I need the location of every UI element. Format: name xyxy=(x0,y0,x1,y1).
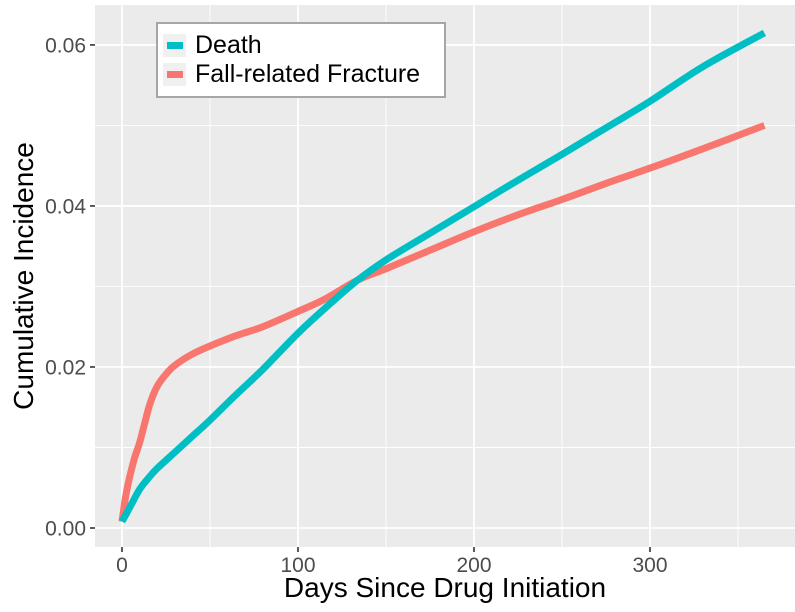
legend-key xyxy=(163,34,186,57)
legend-item-death: Death xyxy=(163,31,434,60)
legend: Death Fall-related Fracture xyxy=(156,22,446,98)
legend-label-fracture: Fall-related Fracture xyxy=(195,60,421,88)
legend-key xyxy=(163,63,186,86)
fall-related-fracture-curve xyxy=(118,122,766,523)
fracture-color-swatch xyxy=(166,71,183,78)
y-tick-label: 0.00 xyxy=(45,518,86,541)
legend-label-death: Death xyxy=(195,31,262,59)
x-tick-label: 300 xyxy=(632,554,667,577)
legend-item-fracture: Fall-related Fracture xyxy=(163,60,434,89)
x-tick-label: 200 xyxy=(456,554,491,577)
death-curve xyxy=(118,29,767,524)
y-tick-label: 0.04 xyxy=(45,195,86,218)
y-tick-label: 0.02 xyxy=(45,356,86,379)
y-tick-label: 0.06 xyxy=(45,34,86,57)
y-axis-title: Cumulative Incidence xyxy=(8,142,39,410)
death-color-swatch xyxy=(166,42,183,49)
x-axis-title: Days Since Drug Initiation xyxy=(283,572,607,603)
x-tick-label: 100 xyxy=(280,554,315,577)
x-tick-label: 0 xyxy=(116,554,128,577)
